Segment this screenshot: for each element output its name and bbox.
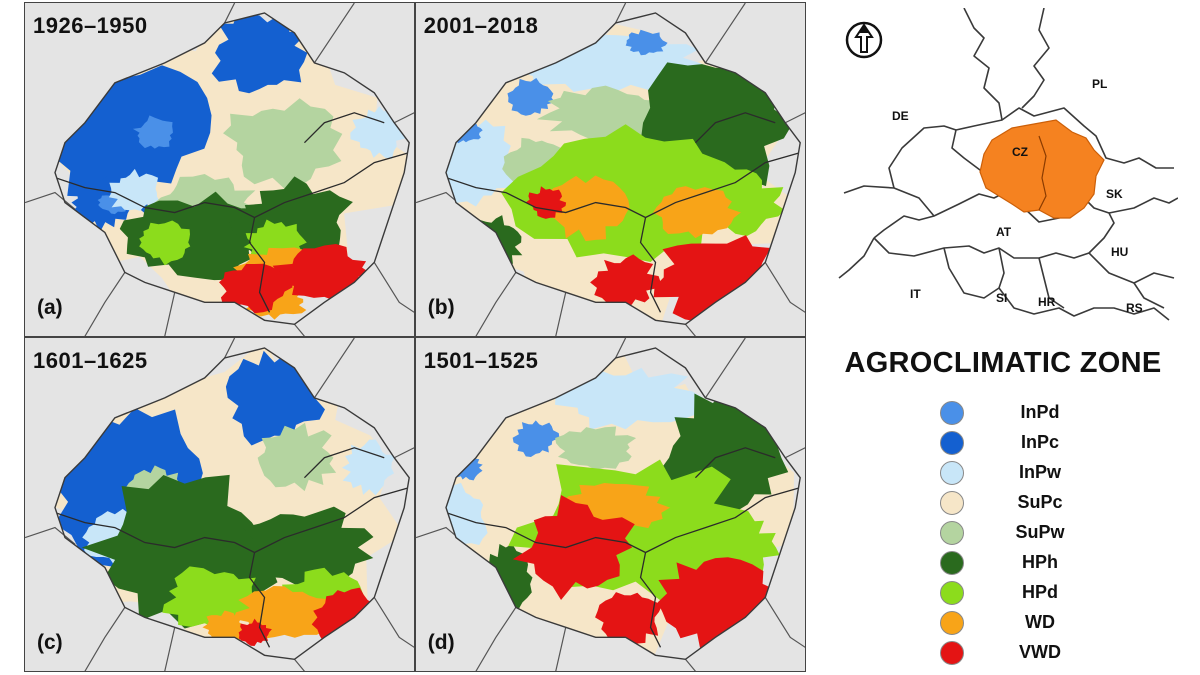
legend-item: InPd — [940, 398, 1160, 428]
panel-period: 2001–2018 — [423, 13, 539, 38]
north-arrow-icon — [845, 21, 883, 59]
country-label-de: DE — [892, 109, 909, 123]
zone-inpd-area — [512, 420, 560, 457]
map-panel-b: 2001–2018 (b) — [415, 3, 805, 337]
country-label-it: IT — [910, 287, 921, 301]
country-label-hu: HU — [1111, 245, 1128, 259]
zone-inpw-area — [341, 439, 397, 496]
zone-supw-area — [223, 98, 343, 189]
legend-item: HPh — [940, 548, 1160, 578]
country-label-si: SI — [996, 291, 1007, 305]
zone-vwd-area — [238, 618, 272, 646]
legend-swatch — [940, 551, 964, 575]
country-label-rs: RS — [1126, 301, 1143, 315]
legend-swatch — [940, 431, 964, 455]
legend-label: VWD — [1019, 642, 1061, 662]
zone-inpc-area — [211, 12, 308, 94]
legend-swatch — [940, 491, 964, 515]
zone-map — [25, 3, 415, 337]
zone-wd-area — [538, 175, 630, 242]
map-panel-c: 1601–1625 (c) — [25, 337, 415, 671]
panel-label: (c) — [37, 631, 63, 654]
legend-item: InPc — [940, 428, 1160, 458]
zone-inpd-area — [132, 115, 173, 149]
legend-swatch — [940, 401, 964, 425]
study-area-highlight — [979, 119, 1105, 219]
zone-vwd-area — [594, 591, 663, 647]
legend-swatch — [940, 521, 964, 545]
legend-label: InPc — [1020, 432, 1059, 452]
panel-period: 1501–1525 — [423, 347, 539, 373]
legend-label: HPh — [1022, 552, 1058, 572]
zone-inpw-area — [554, 366, 703, 430]
map-panel-d: 1501–1525 (d) — [415, 337, 805, 671]
zone-vwd-area — [219, 263, 293, 314]
legend-swatch — [940, 611, 964, 635]
legend-item: InPw — [940, 458, 1160, 488]
zone-hpd-area — [139, 220, 191, 266]
zone-map — [25, 337, 415, 671]
zone-supw-area — [257, 422, 337, 491]
zone-supw-area — [536, 85, 672, 141]
zone-supw-area — [554, 426, 636, 470]
legend-title: AGROCLIMATIC ZONE — [844, 347, 1162, 379]
country-label-pl: PL — [1092, 77, 1107, 91]
legend-label: InPw — [1018, 462, 1061, 482]
zone-vwd-area — [272, 244, 370, 302]
legend-label: SuPw — [1015, 522, 1065, 542]
zone-vwd-area — [512, 494, 635, 600]
legend: InPd InPc InPw SuPc SuPw HPh HPd WD VWD — [940, 398, 1160, 668]
zone-hph-area — [242, 506, 374, 591]
zone-vwd-area — [589, 254, 661, 307]
zone-map — [415, 3, 805, 337]
legend-swatch — [940, 641, 964, 665]
legend-item: SuPc — [940, 488, 1160, 518]
map-panels-grid: 1926–1950 (a) 2001–2018 (b) 1601–1625 (c… — [24, 2, 806, 672]
zone-wd-area — [652, 186, 741, 239]
legend-swatch — [940, 581, 964, 605]
map-panel-a: 1926–1950 (a) — [25, 3, 415, 337]
legend-item: VWD — [940, 638, 1160, 668]
locator-map-svg: PL DE CZ SK AT HU IT SI HR RS — [838, 7, 1179, 321]
panel-label: (b) — [427, 296, 455, 320]
legend-label: SuPc — [1017, 492, 1063, 512]
zone-wd-area — [202, 610, 248, 645]
locator-map: PL DE CZ SK AT HU IT SI HR RS — [834, 7, 1179, 328]
side-area: PL DE CZ SK AT HU IT SI HR RS AGROCLIMAT… — [806, 0, 1200, 675]
legend-label: HPd — [1022, 582, 1058, 602]
country-label-cz: CZ — [1012, 145, 1028, 159]
legend-label: WD — [1025, 612, 1055, 632]
panel-period: 1926–1950 — [33, 13, 148, 38]
country-label-at: AT — [996, 225, 1012, 239]
zone-inpw-area — [108, 168, 161, 211]
country-label-sk: SK — [1106, 187, 1123, 201]
legend-item: SuPw — [940, 518, 1160, 548]
legend-item: WD — [940, 608, 1160, 638]
zone-hph-area — [119, 191, 269, 281]
panel-label: (d) — [427, 631, 455, 654]
legend-swatch — [940, 461, 964, 485]
zone-vwd-area — [653, 235, 780, 323]
zone-map — [415, 337, 805, 671]
zone-inpd-area — [507, 78, 555, 116]
panel-period: 1601–1625 — [33, 347, 148, 373]
panel-label: (a) — [37, 296, 63, 320]
zone-inpd-area — [625, 29, 668, 56]
legend-label: InPd — [1020, 402, 1060, 422]
legend-item: HPd — [940, 578, 1160, 608]
country-label-hr: HR — [1038, 295, 1056, 309]
